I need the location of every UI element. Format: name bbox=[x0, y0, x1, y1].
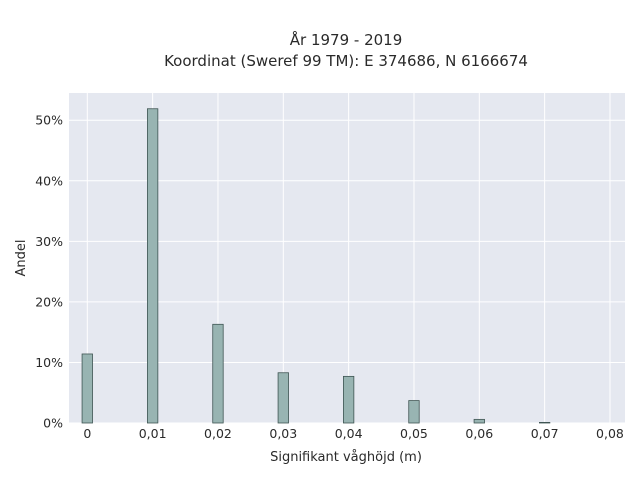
y-axis-ticks: 0% 10% 20% 30% 40% 50% bbox=[35, 113, 63, 431]
chart-title: År 1979 - 2019 Koordinat (Sweref 99 TM):… bbox=[164, 30, 528, 70]
bar bbox=[147, 108, 159, 424]
x-tick-label: 0,06 bbox=[465, 426, 493, 441]
bar bbox=[539, 421, 551, 424]
bar bbox=[408, 400, 420, 424]
x-tick-label: 0,04 bbox=[335, 426, 363, 441]
bar bbox=[81, 353, 93, 424]
y-tick-label: 50% bbox=[35, 113, 63, 128]
x-tick-label: 0,07 bbox=[531, 426, 559, 441]
x-axis-ticks: 0 0,01 0,02 0,03 0,04 0,05 0,06 0,07 0,08 bbox=[83, 426, 624, 441]
x-tick-label: 0,03 bbox=[269, 426, 297, 441]
bar bbox=[473, 418, 485, 424]
chart-title-line-1: År 1979 - 2019 bbox=[290, 30, 403, 49]
x-axis-title: Signifikant våghöjd (m) bbox=[270, 450, 422, 465]
x-tick-label: 0,01 bbox=[139, 426, 167, 441]
y-tick-label: 10% bbox=[35, 355, 63, 370]
bar bbox=[343, 375, 355, 424]
x-tick-label: 0,02 bbox=[204, 426, 232, 441]
x-tick-label: 0 bbox=[83, 426, 91, 441]
bar bbox=[212, 323, 224, 424]
y-tick-label: 40% bbox=[35, 173, 63, 188]
y-tick-label: 30% bbox=[35, 234, 63, 249]
x-tick-label: 0,05 bbox=[400, 426, 428, 441]
x-tick-label: 0,08 bbox=[596, 426, 624, 441]
bar bbox=[277, 372, 289, 424]
chart-title-line-2: Koordinat (Sweref 99 TM): E 374686, N 61… bbox=[164, 52, 528, 70]
y-axis-title: Andel bbox=[14, 240, 29, 277]
bars bbox=[81, 108, 551, 424]
y-tick-label: 20% bbox=[35, 294, 63, 309]
plot-area bbox=[69, 93, 625, 423]
y-tick-label: 0% bbox=[43, 416, 63, 431]
